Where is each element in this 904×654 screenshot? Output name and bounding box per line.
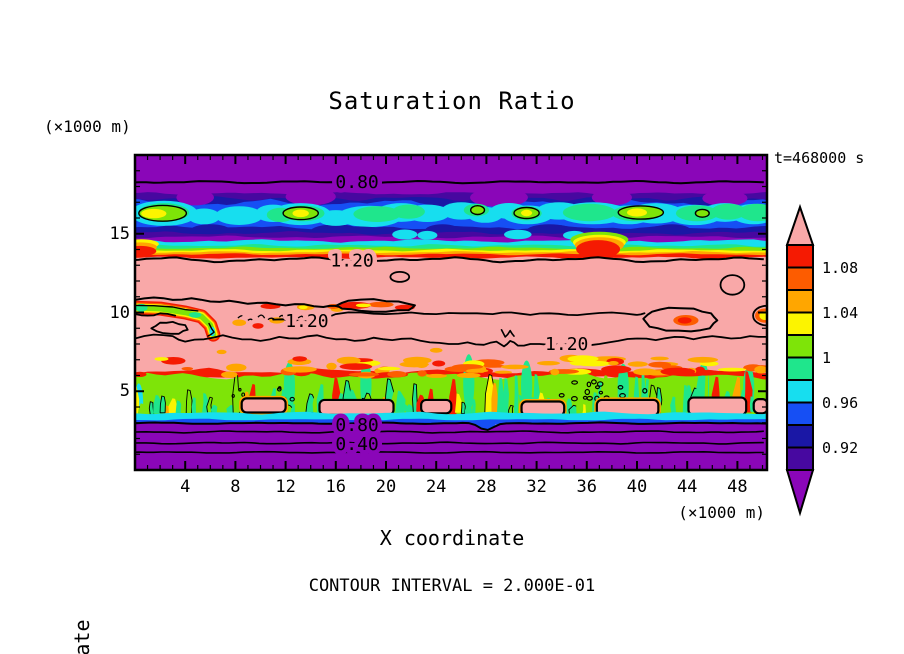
y-tick-label: 15 <box>109 223 130 244</box>
y-axis-unit: (×1000 m) <box>44 117 131 136</box>
colorbar-label: 0.92 <box>822 438 859 457</box>
colorbar-label: 1 <box>822 348 832 367</box>
svg-text:0.40: 0.40 <box>335 434 378 455</box>
x-tick-label: 20 <box>375 477 397 497</box>
colorbar <box>785 203 815 517</box>
x-tick-label: 32 <box>526 477 547 497</box>
colorbar-label: 0.96 <box>822 393 859 412</box>
y-tick-label: 5 <box>119 381 130 402</box>
colorbar-label: 1.04 <box>822 303 859 322</box>
svg-text:1.20: 1.20 <box>545 334 588 355</box>
contour-line-labels: 0.801.201.201.200.800.40 <box>281 167 593 459</box>
field-layers <box>135 155 767 470</box>
svg-text:1.20: 1.20 <box>285 311 328 332</box>
x-tick-label: 44 <box>676 477 698 497</box>
y-tick-label: 10 <box>109 302 130 323</box>
x-axis-unit: (×1000 m) <box>678 503 765 522</box>
svg-text:0.80: 0.80 <box>335 415 378 436</box>
svg-text:0.80: 0.80 <box>335 172 378 193</box>
y-axis-label: Z coordinate <box>70 0 94 654</box>
contour-interval-note: CONTOUR INTERVAL = 2.000E-01 <box>308 576 596 596</box>
x-tick-label: 48 <box>727 477 748 497</box>
x-tick-label: 36 <box>576 477 598 497</box>
colorbar-label: 1.08 <box>822 258 859 277</box>
x-tick-label: 16 <box>325 477 347 497</box>
x-tick-label: 24 <box>425 477 447 497</box>
time-label: t=468000 s <box>774 149 865 167</box>
svg-text:1.20: 1.20 <box>330 251 373 272</box>
chart-title: Saturation Ratio <box>328 87 576 115</box>
axes-frame <box>133 153 769 472</box>
x-tick-label: 28 <box>476 477 497 497</box>
x-tick-label: 8 <box>230 477 241 497</box>
x-axis-label: X coordinate <box>379 526 525 550</box>
x-tick-label: 40 <box>626 477 648 497</box>
x-tick-label: 4 <box>180 477 191 497</box>
x-tick-label: 12 <box>275 477 296 497</box>
